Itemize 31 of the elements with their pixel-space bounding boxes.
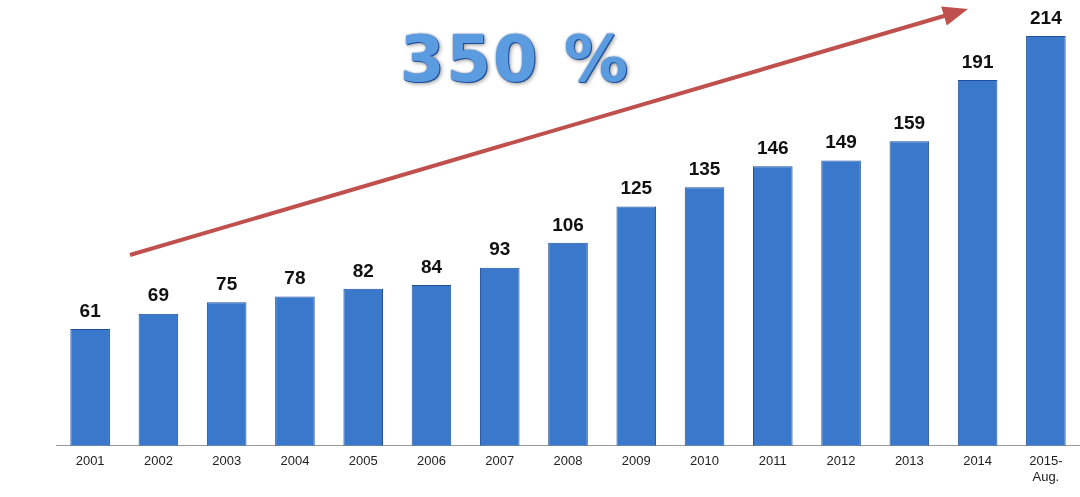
- x-tick-label: 2006: [417, 453, 446, 469]
- data-label: 75: [216, 272, 238, 294]
- data-label: 135: [688, 158, 721, 180]
- data-label: 106: [552, 213, 584, 235]
- x-tick-label: 2014: [963, 453, 993, 469]
- x-tick-label: 2005: [348, 453, 378, 469]
- x-tick-label: 2015-Aug.: [1029, 453, 1063, 484]
- x-tick-label: 2002: [143, 453, 173, 469]
- x-tick-label: 2012: [826, 453, 856, 469]
- x-tick-label: 2004: [280, 453, 310, 469]
- data-label: 125: [620, 177, 653, 199]
- x-tick-label: 2003: [212, 453, 242, 469]
- annotation: 350 %: [400, 22, 630, 96]
- x-tick-label: 2007: [485, 453, 515, 469]
- x-tick-label: 2010: [690, 453, 719, 469]
- data-label: 84: [420, 255, 443, 277]
- data-label: 61: [79, 299, 102, 321]
- data-label: 69: [147, 284, 169, 306]
- x-tick-label: 2001: [75, 453, 105, 469]
- data-label: 93: [489, 238, 511, 260]
- x-tick-label: 2011: [758, 453, 787, 469]
- x-tick-label: 2009: [621, 453, 651, 469]
- data-label: 146: [756, 136, 789, 158]
- data-label: 191: [961, 50, 994, 72]
- data-label: 149: [825, 131, 857, 153]
- data-label: 159: [893, 112, 926, 134]
- data-label: 82: [352, 259, 374, 281]
- data-label: 78: [284, 267, 306, 289]
- x-tick-label: 2008: [553, 453, 583, 469]
- x-tick-label: 2013: [894, 453, 924, 469]
- data-label: 214: [1030, 6, 1063, 28]
